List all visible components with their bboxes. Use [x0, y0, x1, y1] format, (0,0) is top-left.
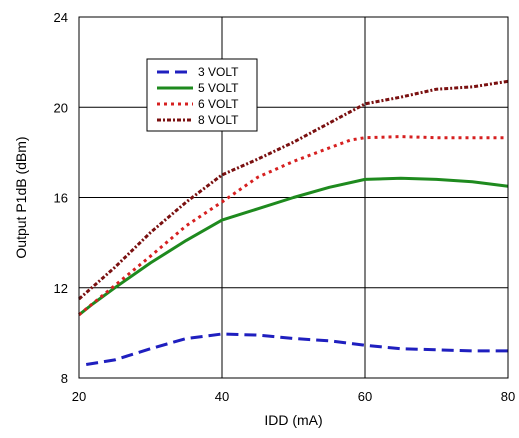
legend-entry-label: 3 VOLT — [198, 65, 239, 79]
series-line-5-volt — [78, 176, 509, 316]
y-tick-label: 8 — [61, 371, 68, 386]
series-line-3-volt — [85, 332, 508, 366]
legend: 3 VOLT 5 VOLT 6 VOLT 8 VOLT — [146, 58, 258, 132]
x-axis-label: IDD (mA) — [264, 412, 322, 428]
x-tick-label: 40 — [215, 389, 229, 404]
legend-entry-label: 5 VOLT — [198, 81, 239, 95]
y-tick-label: 24 — [54, 10, 68, 25]
series-line-8-volt — [78, 79, 509, 301]
series-layer — [78, 79, 509, 366]
y-tick-label: 12 — [54, 281, 68, 296]
series-line-6-volt — [78, 135, 508, 316]
y-tick-label: 20 — [54, 100, 68, 115]
x-tick-label: 20 — [72, 389, 86, 404]
legend-entry-label: 8 VOLT — [198, 113, 239, 127]
y-axis-label: Output P1dB (dBm) — [13, 136, 29, 258]
x-tick-label: 60 — [358, 389, 372, 404]
y-tick-label: 16 — [54, 191, 68, 206]
tick-labels: 20 40 60 80 8 12 16 20 24 — [54, 10, 516, 404]
plot-frame — [78, 16, 509, 379]
legend-entry-label: 6 VOLT — [198, 97, 239, 111]
x-tick-label: 80 — [501, 389, 515, 404]
